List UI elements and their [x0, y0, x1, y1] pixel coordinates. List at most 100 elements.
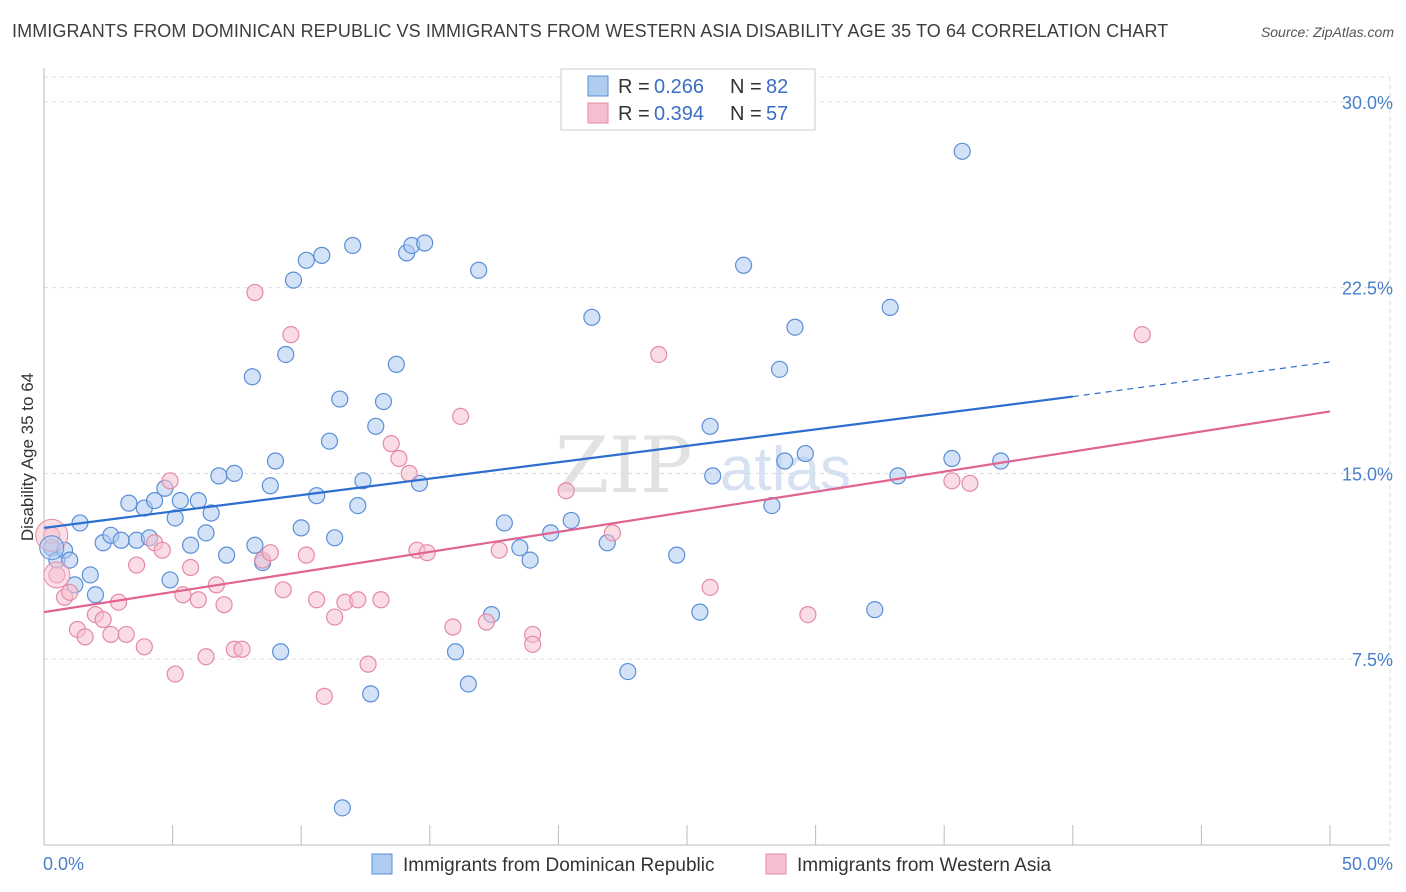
legend-r-value-1: 0.266 [654, 76, 704, 98]
x-tick-label-min: 0.0% [43, 854, 84, 874]
data-point-dominican-republic [446, 643, 465, 661]
data-point-dominican-republic [495, 514, 513, 532]
data-point-dominican-republic [277, 345, 295, 364]
legend-swatch-pink [587, 102, 609, 124]
data-point-western-asia [382, 435, 400, 453]
data-point-dominican-republic [326, 529, 344, 547]
data-point-western-asia [308, 591, 326, 609]
data-point-western-asia [76, 628, 94, 646]
y-tick-label: 15.0% [1342, 464, 1393, 484]
data-point-dominican-republic [272, 643, 290, 661]
data-point-dominican-republic [292, 519, 310, 537]
data-point-western-asia [349, 591, 367, 609]
y-tick-label: 7.5% [1352, 650, 1393, 670]
data-point-dominican-republic [261, 477, 279, 495]
data-point-dominican-republic [796, 444, 814, 463]
data-point-western-asia [359, 655, 377, 673]
legend-r-label-1: R = [618, 76, 650, 98]
data-point-western-asia [297, 546, 315, 564]
data-point-dominican-republic [202, 504, 220, 522]
data-point-dominican-republic [387, 355, 405, 373]
data-point-dominican-republic [161, 571, 179, 589]
data-point-dominican-republic [225, 464, 243, 482]
data-point-dominican-republic [189, 492, 207, 510]
data-point-western-asia [372, 591, 390, 609]
data-point-western-asia [102, 625, 120, 644]
watermark: ZIP atlas [555, 421, 851, 511]
data-point-dominican-republic [704, 467, 722, 485]
data-point-dominican-republic [308, 487, 326, 505]
data-point-dominican-republic [619, 662, 637, 681]
data-point-western-asia [326, 608, 344, 626]
bottom-legend-swatch-pink [765, 853, 787, 875]
data-point-western-asia [524, 635, 542, 653]
data-point-dominican-republic [320, 432, 339, 450]
data-point-dominican-republic [367, 417, 385, 435]
legend-swatch-blue [587, 75, 609, 97]
data-point-dominican-republic [344, 236, 362, 255]
data-point-dominican-republic [770, 360, 789, 378]
data-point-dominican-republic [734, 256, 753, 274]
data-point-western-asia [166, 665, 184, 683]
data-cluster-dominican-republic [39, 535, 65, 561]
data-point-western-asia [161, 472, 179, 490]
data-point-western-asia [182, 558, 200, 577]
data-point-western-asia [127, 556, 146, 574]
data-point-western-asia [603, 524, 622, 542]
data-point-western-asia [390, 449, 408, 468]
data-point-western-asia [189, 591, 207, 609]
data-point-dominican-republic [333, 799, 351, 817]
data-point-western-asia [961, 474, 979, 492]
data-point-dominican-republic [776, 452, 794, 470]
data-point-western-asia [444, 618, 462, 636]
data-point-dominican-republic [166, 509, 184, 527]
data-point-dominican-republic [668, 546, 686, 564]
trend-line-western-asia [43, 410, 1331, 614]
data-point-dominican-republic [81, 566, 99, 584]
data-point-western-asia [1133, 326, 1151, 344]
data-point-dominican-republic [701, 417, 719, 435]
data-point-western-asia [452, 407, 470, 426]
chart-title: IMMIGRANTS FROM DOMINICAN REPUBLIC VS IM… [12, 21, 1169, 41]
legend-box: R = 0.266 N = 82 R = 0.394 N = 57 [560, 68, 816, 131]
data-point-dominican-republic [145, 492, 164, 510]
bottom-legend: Immigrants from Dominican Republic Immig… [371, 853, 1052, 876]
data-point-dominican-republic [331, 390, 349, 408]
axis-layer [43, 68, 1390, 846]
x-tick-label-max: 50.0% [1342, 854, 1393, 874]
data-point-dominican-republic [182, 536, 200, 554]
data-point-dominican-republic [120, 494, 138, 512]
source-credit: Source: ZipAtlas.com [1260, 24, 1394, 40]
trend-layer [43, 361, 1331, 614]
data-point-dominican-republic [562, 511, 580, 530]
data-point-dominican-republic [470, 261, 488, 279]
data-point-dominican-republic [521, 551, 539, 569]
data-point-dominican-republic [246, 536, 264, 554]
data-point-western-asia [650, 345, 668, 364]
data-point-dominican-republic [953, 142, 971, 160]
data-point-dominican-republic [881, 298, 899, 316]
data-point-western-asia [400, 464, 418, 482]
bottom-legend-swatch-blue [371, 853, 393, 875]
data-point-western-asia [261, 544, 279, 562]
data-point-dominican-republic [243, 368, 261, 386]
data-point-western-asia [701, 578, 719, 596]
data-point-western-asia [490, 541, 508, 559]
watermark-zip: ZIP [555, 421, 693, 511]
y-tick-label: 22.5% [1342, 279, 1393, 299]
data-point-dominican-republic [889, 467, 907, 485]
data-point-dominican-republic [210, 467, 228, 485]
data-point-dominican-republic [284, 271, 303, 289]
legend-n-label-1: N = [730, 76, 762, 98]
data-point-dominican-republic [416, 234, 434, 252]
data-point-dominican-republic [943, 449, 961, 468]
data-point-western-asia [197, 648, 215, 666]
trend-line-extension-dominican-republic [1072, 361, 1331, 398]
data-point-western-asia [274, 581, 292, 599]
data-point-dominican-republic [171, 492, 189, 510]
data-point-western-asia [282, 326, 300, 344]
legend-r-label-2: R = [618, 103, 650, 125]
data-point-dominican-republic [61, 551, 79, 569]
data-point-dominican-republic [374, 392, 393, 411]
data-cluster-western-asia [43, 561, 71, 589]
